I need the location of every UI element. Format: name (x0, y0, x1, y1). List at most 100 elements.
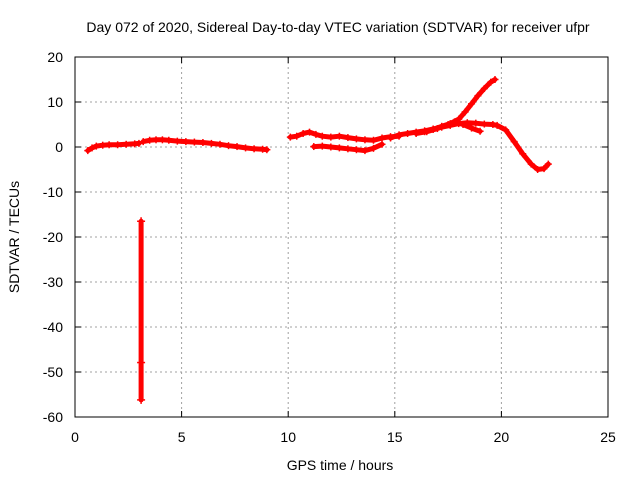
data-point (480, 85, 488, 92)
data-point (423, 128, 431, 136)
data-point (352, 135, 360, 143)
series-arc-3 (286, 128, 403, 144)
data-point (216, 140, 224, 148)
data-point (263, 146, 271, 154)
data-point (544, 160, 552, 168)
data-point (369, 144, 377, 152)
x-tick-label: 5 (178, 429, 186, 445)
data-point (493, 121, 501, 129)
grid (75, 57, 608, 417)
data-point (114, 141, 122, 149)
series-arc-2 (139, 136, 271, 154)
data-point (335, 132, 343, 140)
y-tick-label: -40 (43, 319, 63, 335)
data-point (135, 139, 143, 147)
x-tick-label: 15 (387, 429, 403, 445)
data-point (137, 395, 146, 404)
y-tick-label: -10 (43, 184, 63, 200)
data-point (378, 140, 386, 148)
data-point (491, 76, 499, 83)
x-tick-label: 0 (71, 429, 79, 445)
data-point (312, 130, 320, 138)
data-point (327, 143, 335, 151)
data-points (84, 76, 552, 404)
data-point (158, 136, 166, 144)
data-point (378, 134, 386, 142)
data-point (476, 127, 484, 135)
y-tick-label: 0 (55, 139, 63, 155)
series-arc-4 (310, 140, 386, 155)
data-point (489, 121, 497, 128)
data-point (122, 140, 130, 148)
data-point (510, 138, 518, 146)
data-point (182, 138, 190, 146)
data-point (92, 142, 100, 150)
x-axis-label: GPS time / hours (287, 457, 394, 473)
data-point (412, 130, 420, 137)
data-point (487, 78, 495, 86)
y-axis-label: SDTVAR / TECUs (6, 181, 22, 293)
data-point (459, 121, 467, 128)
data-point (327, 133, 335, 141)
data-point (344, 134, 352, 142)
data-point (318, 142, 326, 150)
data-point (468, 124, 476, 132)
x-tick-label: 25 (600, 429, 616, 445)
x-tick-label: 20 (494, 429, 510, 445)
data-point (527, 160, 535, 168)
data-point (444, 121, 452, 128)
y-tick-label: -20 (43, 229, 63, 245)
tick-labels: 0 5 10 15 20 25 -60 -50 -40 -30 -20 -10 0 10 20 (43, 49, 616, 445)
chart-title: Day 072 of 2020, Sidereal Day-to-day VTE… (86, 19, 590, 35)
data-point (99, 141, 107, 149)
data-point (344, 145, 352, 153)
data-point (433, 125, 441, 133)
data-point (474, 92, 482, 100)
axis-ticks (74, 56, 609, 418)
data-point (361, 136, 369, 144)
data-point (250, 145, 258, 153)
series-outliers (137, 217, 146, 404)
data-point (152, 136, 160, 144)
data-point (502, 126, 510, 134)
data-point (404, 130, 412, 137)
data-point (534, 166, 542, 173)
data-point (173, 137, 181, 145)
data-point (480, 120, 488, 128)
data-point (199, 139, 207, 146)
series-arc-7 (412, 118, 484, 137)
data-point (335, 144, 343, 152)
data-point (387, 134, 395, 142)
data-point (190, 138, 198, 146)
data-point (369, 136, 377, 144)
y-tick-label: 10 (47, 94, 63, 110)
data-point (310, 143, 318, 151)
data-point (137, 358, 146, 367)
data-point (146, 136, 154, 144)
data-point (242, 144, 250, 152)
data-point (540, 165, 548, 173)
data-point (468, 100, 476, 108)
data-point (395, 131, 403, 139)
data-point (233, 143, 241, 151)
data-point (450, 118, 458, 126)
data-point (361, 147, 369, 155)
data-point (306, 128, 314, 136)
data-point (352, 146, 360, 154)
data-point (293, 132, 301, 140)
data-point (225, 142, 233, 150)
data-point (519, 150, 527, 158)
y-tick-label: -50 (43, 364, 63, 380)
data-point (84, 147, 92, 155)
data-point (105, 141, 113, 149)
data-point (286, 133, 294, 141)
x-tick-label: 10 (280, 429, 296, 445)
y-tick-label: -60 (43, 409, 63, 425)
series-arc-1 (84, 139, 143, 155)
data-point (299, 130, 307, 137)
data-point (88, 144, 96, 152)
data-point (207, 139, 215, 147)
data-point (165, 136, 173, 144)
y-tick-label: -30 (43, 274, 63, 290)
